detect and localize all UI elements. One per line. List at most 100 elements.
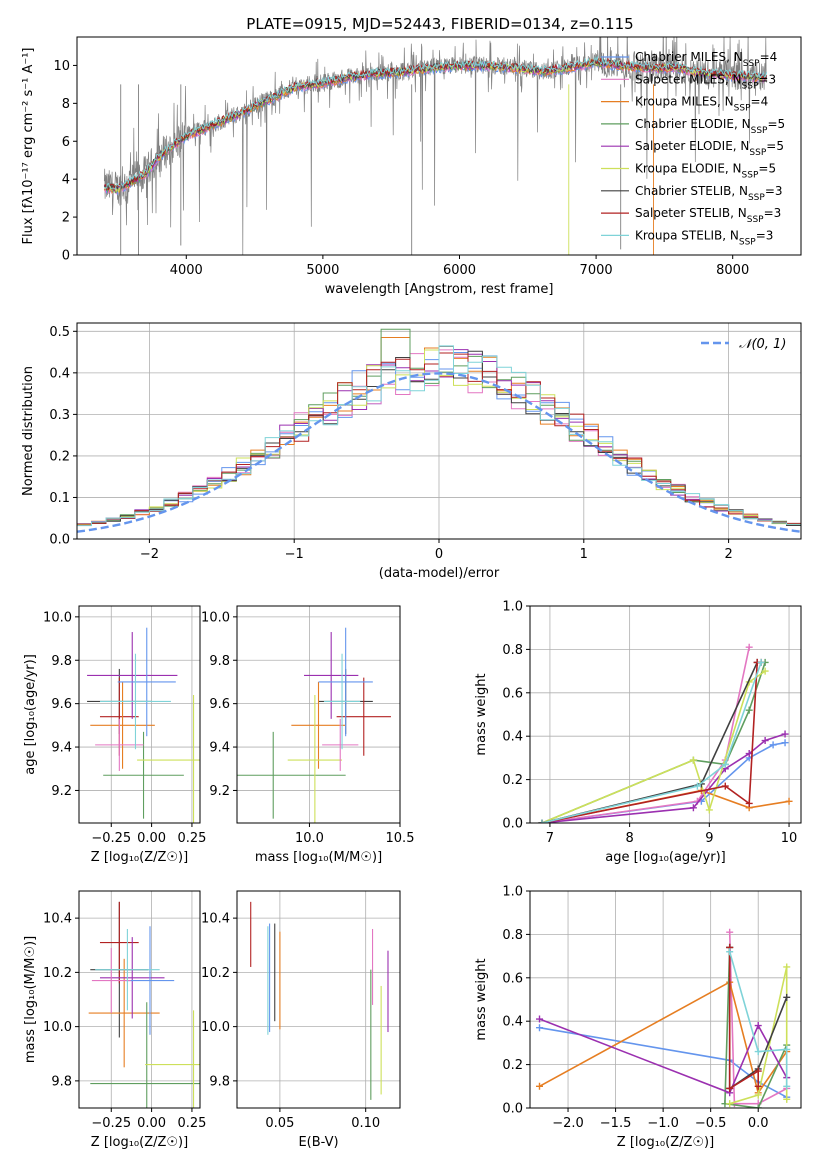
model-spectrum-salpeter_stelib [104, 57, 768, 191]
x-tick-label: −2.0 [552, 1116, 584, 1131]
weight-marker-kroupa_elodie [726, 1100, 734, 1108]
weight-marker-salpeter_elodie [754, 1022, 762, 1030]
y-tick-label: 0.5 [49, 325, 70, 340]
x-tick-label: 8000 [716, 263, 749, 278]
model-spectrum-kroupa_stelib [104, 55, 768, 191]
weight-marker-salpeter_miles [745, 643, 753, 651]
axes-frame [76, 36, 802, 256]
x-tick-label: 1 [580, 547, 588, 562]
plot-area [88, 901, 200, 1108]
normal-curve [77, 372, 801, 533]
weight-marker-kroupa_stelib [783, 1082, 791, 1090]
legend-label-normal: 𝒩(0, 1) [739, 337, 786, 352]
y-tick-label: 2 [62, 211, 70, 226]
legend-subscript: SSP [751, 126, 768, 136]
weight-marker-kroupa_miles [536, 1082, 544, 1090]
axes-frame [529, 605, 802, 824]
legend-subscript: SSP [749, 148, 766, 158]
y-tick-label: 6 [62, 135, 70, 150]
y-tick-label: 10.4 [201, 912, 230, 927]
y-tick-label: 0.4 [49, 366, 70, 381]
x-tick-label: 0.0 [748, 1116, 769, 1131]
weight-marker-salpeter_elodie [781, 730, 789, 738]
weight-line-chabrier_elodie [541, 662, 766, 823]
legend-value: =3 [756, 228, 774, 242]
y-tick-label: 0.2 [502, 773, 523, 788]
weight-marker-salpeter_stelib [721, 782, 729, 790]
y-tick-label: 0.6 [502, 971, 523, 986]
y-tick-label: 9.6 [209, 697, 230, 712]
weight-marker-kroupa_elodie [761, 667, 769, 675]
x-tick-label: 7000 [580, 263, 613, 278]
weight-marker-salpeter_stelib [745, 799, 753, 807]
x-tick-label: 4000 [170, 263, 203, 278]
axes-frame [78, 605, 201, 824]
y-tick-label: 0.2 [49, 449, 70, 464]
weight-line-salpeter_elodie [541, 733, 786, 823]
x-axis-label: E(B-V) [298, 1135, 338, 1150]
x-tick-label: −0.5 [695, 1116, 727, 1131]
weight-line-salpeter_stelib [728, 947, 760, 1090]
weight-line-chabrier_elodie [724, 947, 788, 1108]
x-tick-label: 0.25 [177, 831, 206, 846]
y-tick-label: 0.1 [49, 491, 70, 506]
legend-subscript: SSP [742, 171, 759, 181]
weight-line-kroupa_miles [539, 980, 788, 1095]
x-tick-label: 7 [546, 831, 554, 846]
weight-marker-salpeter_stelib [754, 1082, 762, 1090]
y-axis-label: Flux [fλ10⁻¹⁷ erg cm⁻² s⁻¹ A⁻¹] [21, 48, 36, 245]
legend-label-chabrier_stelib: Chabrier STELIB, NSSP=3 [635, 184, 783, 203]
x-tick-label: −1 [285, 547, 304, 562]
y-tick-label: 9.2 [51, 784, 72, 799]
model-spectrum-chabrier_stelib [103, 56, 768, 191]
legend-value: =3 [758, 72, 776, 86]
axes-frame [76, 322, 802, 540]
x-axis-label: Z [log₁₀(Z/Z☉)] [617, 1135, 714, 1150]
x-tick-label: 0.05 [265, 1116, 294, 1131]
weight-marker-kroupa_elodie [705, 806, 713, 814]
x-tick-label: 0.00 [137, 1116, 166, 1131]
x-tick-label: 10.0 [295, 831, 324, 846]
y-tick-label: 9.8 [51, 1074, 72, 1089]
weight-marker-chabrier_elodie [754, 1104, 762, 1108]
weight-marker-salpeter_stelib [726, 1084, 734, 1092]
y-tick-label: 10.0 [201, 610, 230, 625]
x-tick-label: 5000 [306, 263, 339, 278]
weight-marker-salpeter_stelib [754, 1067, 762, 1075]
weight-marker-kroupa_stelib [693, 782, 701, 790]
axes-frame [529, 890, 802, 1109]
y-tick-label: 0.4 [502, 730, 523, 745]
weight-line-chabrier_miles [539, 1026, 788, 1098]
plot-area [536, 928, 791, 1108]
legend-label-salpeter_stelib: Salpeter STELIB, NSSP=3 [635, 206, 781, 225]
histogram-kroupa_stelib [77, 345, 801, 527]
plot-area [250, 901, 389, 1100]
x-tick-label: −1.5 [600, 1116, 632, 1131]
panel-residuals: −2 −1 0 1 2 0.0 0.1 0.2 0.3 0.4 0.5 (data-model)/er… [21, 322, 802, 581]
panel-massweight-vs-Z: −2.0 −1.5 −1.0 −0.5 0.0 0.0 0.2 0.4 0.6 0.8 1.0 Z [… [474, 885, 802, 1150]
x-tick-label: −0.25 [91, 1116, 131, 1131]
y-tick-label: 9.4 [209, 741, 230, 756]
legend-subscript: SSP [734, 104, 751, 114]
y-tick-label: 9.2 [209, 784, 230, 799]
legend-subscript: SSP [742, 81, 759, 91]
y-tick-label: 9.4 [51, 741, 72, 756]
y-tick-label: 10 [53, 59, 70, 74]
x-tick-label: 10.5 [386, 831, 415, 846]
weight-marker-salpeter_elodie [689, 804, 697, 812]
weight-marker-salpeter_elodie [536, 1015, 544, 1023]
legend-subscript: SSP [739, 237, 756, 247]
x-axis-label: Z [log₁₀(Z/Z☉)] [91, 850, 188, 865]
weight-marker-kroupa_elodie [754, 1091, 762, 1099]
weight-marker-kroupa_stelib [538, 819, 546, 823]
x-tick-label: 8 [625, 831, 633, 846]
plot-area [87, 627, 200, 823]
y-tick-label: 0.6 [502, 686, 523, 701]
y-tick-label: 0.8 [502, 928, 523, 943]
y-tick-label: 0.0 [502, 1102, 523, 1117]
y-tick-label: 9.6 [51, 697, 72, 712]
weight-marker-kroupa_stelib [757, 658, 765, 666]
weight-line-kroupa_stelib [541, 662, 762, 823]
y-axis-label: mass [log₁₀(M/M☉)] [23, 936, 38, 1063]
